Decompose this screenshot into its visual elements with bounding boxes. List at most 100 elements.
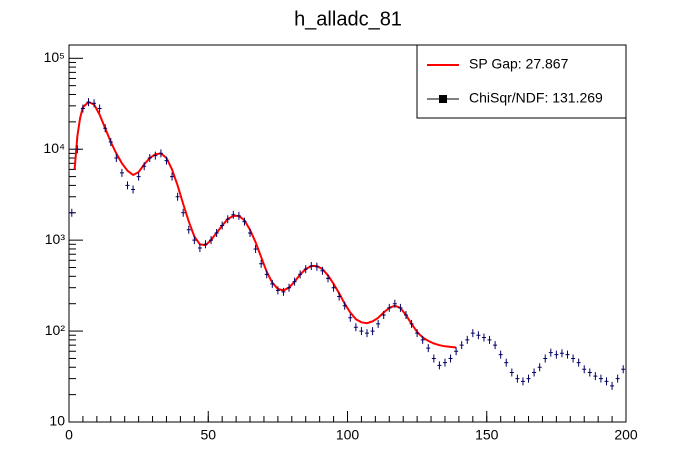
data-point bbox=[326, 274, 331, 283]
data-point bbox=[108, 138, 113, 147]
data-point bbox=[576, 358, 581, 367]
legend-box bbox=[416, 44, 627, 119]
data-point bbox=[348, 313, 353, 322]
data-point bbox=[476, 331, 481, 340]
data-point bbox=[364, 329, 369, 338]
data-point bbox=[481, 333, 486, 342]
legend-label: ChiSqr/NDF: 131.269 bbox=[469, 90, 603, 106]
data-point bbox=[136, 172, 141, 181]
data-point bbox=[314, 262, 319, 271]
data-point bbox=[320, 266, 325, 275]
data-point bbox=[537, 363, 542, 372]
data-point bbox=[170, 172, 175, 181]
data-point bbox=[231, 210, 236, 219]
data-point bbox=[259, 259, 264, 268]
data-point bbox=[526, 374, 531, 383]
data-point bbox=[114, 154, 119, 163]
chart-title: h_alladc_81 bbox=[294, 8, 402, 30]
data-point bbox=[498, 350, 503, 359]
data-point bbox=[559, 349, 564, 358]
data-point bbox=[520, 377, 525, 386]
data-point bbox=[236, 211, 241, 220]
data-point bbox=[465, 335, 470, 344]
data-point bbox=[147, 154, 152, 163]
data-point bbox=[582, 365, 587, 374]
data-point bbox=[392, 299, 397, 308]
data-point bbox=[621, 365, 626, 374]
data-point bbox=[153, 151, 158, 160]
data-point bbox=[242, 217, 247, 226]
data-point bbox=[604, 377, 609, 386]
data-point bbox=[376, 319, 381, 328]
data-point bbox=[342, 301, 347, 310]
data-point bbox=[225, 215, 230, 224]
data-point bbox=[543, 354, 548, 363]
data-point bbox=[610, 381, 615, 390]
data-point bbox=[86, 98, 91, 107]
data-point bbox=[454, 347, 459, 356]
data-point bbox=[532, 368, 537, 377]
data-point bbox=[119, 168, 124, 177]
data-point bbox=[103, 124, 108, 133]
data-point bbox=[448, 354, 453, 363]
data-point bbox=[403, 311, 408, 320]
data-point bbox=[420, 335, 425, 344]
data-point bbox=[264, 270, 269, 279]
data-point bbox=[431, 354, 436, 363]
data-point bbox=[281, 287, 286, 296]
data-point bbox=[359, 327, 364, 336]
data-point bbox=[565, 350, 570, 359]
data-point bbox=[214, 228, 219, 237]
data-point bbox=[309, 261, 314, 270]
data-point bbox=[387, 303, 392, 312]
data-point bbox=[69, 208, 74, 217]
data-point bbox=[442, 358, 447, 367]
data-point bbox=[515, 374, 520, 383]
data-point bbox=[571, 354, 576, 363]
data-point bbox=[80, 104, 85, 113]
data-point bbox=[253, 244, 258, 253]
x-tick-label: 0 bbox=[65, 427, 73, 443]
data-point bbox=[415, 329, 420, 338]
data-point bbox=[303, 265, 308, 274]
x-tick-label: 50 bbox=[200, 427, 216, 443]
x-tick-label: 200 bbox=[614, 427, 638, 443]
data-point bbox=[470, 329, 475, 338]
data-point bbox=[203, 240, 208, 249]
y-tick-label: 10³ bbox=[45, 231, 66, 247]
data-point bbox=[97, 104, 102, 113]
data-point bbox=[248, 228, 253, 237]
data-point bbox=[175, 192, 180, 201]
data-point bbox=[125, 181, 130, 190]
data-point bbox=[509, 368, 514, 377]
data-point bbox=[504, 358, 509, 367]
data-point bbox=[298, 270, 303, 279]
data-point bbox=[426, 344, 431, 353]
data-point bbox=[197, 243, 202, 252]
data-point bbox=[292, 277, 297, 286]
y-tick-label: 10² bbox=[45, 322, 66, 338]
data-point bbox=[92, 99, 97, 108]
data-point bbox=[593, 372, 598, 381]
data-point bbox=[275, 286, 280, 295]
data-point bbox=[131, 185, 136, 194]
data-point bbox=[186, 225, 191, 234]
data-point bbox=[554, 350, 559, 359]
data-point bbox=[459, 341, 464, 350]
data-point bbox=[409, 319, 414, 328]
y-tick-label: 10⁴ bbox=[43, 140, 65, 156]
data-point bbox=[353, 323, 358, 332]
data-point bbox=[164, 156, 169, 165]
data-point bbox=[287, 283, 292, 292]
data-point bbox=[270, 279, 275, 288]
x-tick-label: 100 bbox=[336, 427, 360, 443]
data-point bbox=[381, 311, 386, 320]
data-point bbox=[142, 162, 147, 171]
data-point bbox=[548, 348, 553, 357]
data-point bbox=[493, 341, 498, 350]
data-point bbox=[75, 145, 80, 154]
legend-label: SP Gap: 27.867 bbox=[469, 56, 569, 72]
data-point bbox=[437, 361, 442, 370]
data-point bbox=[370, 327, 375, 336]
